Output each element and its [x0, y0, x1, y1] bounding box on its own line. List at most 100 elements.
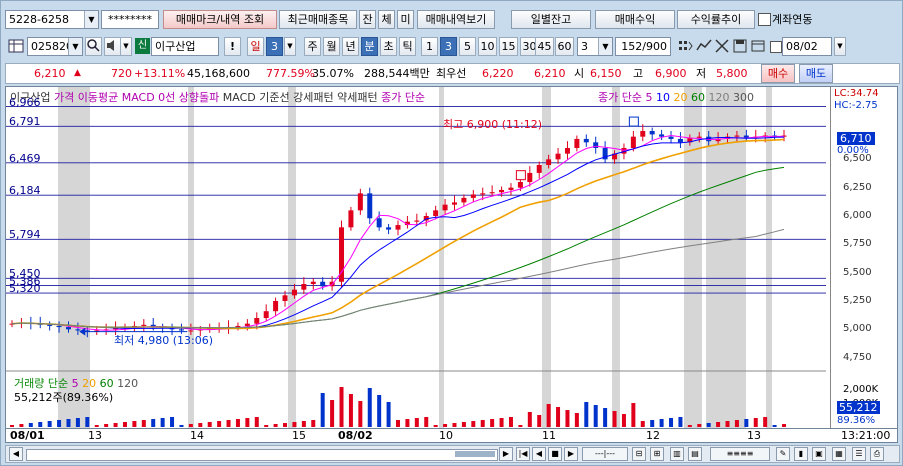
candle-body — [630, 136, 636, 148]
vol-ma60: 60 — [99, 377, 114, 390]
ma-line-120 — [11, 228, 785, 329]
trade-history-button[interactable]: 매매내역보기 — [417, 10, 495, 29]
candle-body — [367, 193, 373, 219]
volume-bar — [28, 423, 33, 427]
lc-label: LC:34.74 — [834, 88, 879, 99]
tile-icon[interactable]: ▦ — [832, 447, 846, 461]
next-icon[interactable]: ▶ — [564, 447, 578, 461]
sell-button[interactable]: 매도 — [799, 64, 833, 83]
volume-bar — [433, 425, 438, 427]
zoom-out-icon[interactable]: ⊟ — [632, 447, 646, 461]
recent-trades-button[interactable]: 최근매매종목 — [279, 10, 357, 29]
zoom-in-icon[interactable]: ⊞ — [650, 447, 664, 461]
buy-button[interactable]: 매수 — [761, 64, 795, 83]
best-ask-label: 최우선 — [436, 67, 467, 80]
period-day-button[interactable]: 일 — [247, 37, 264, 56]
volume-bar — [452, 423, 457, 427]
tool-strip-icon[interactable]: ≡≡≡≡ — [710, 447, 770, 461]
chevron-down-icon[interactable]: ▼ — [84, 11, 98, 28]
y-tick: 5,000 — [843, 323, 872, 335]
candle-body — [593, 142, 599, 148]
scroll-left-icon[interactable]: ◀ — [9, 447, 23, 461]
price-chart[interactable] — [6, 87, 830, 429]
date-checkbox[interactable] — [770, 41, 782, 53]
zoom-slider[interactable]: ---|--- — [582, 447, 628, 461]
draw-icon[interactable]: ✎ — [776, 447, 790, 461]
save-icon[interactable] — [732, 38, 748, 54]
speaker-icon[interactable] — [104, 37, 121, 56]
interval-60-button[interactable]: 60 — [555, 37, 574, 56]
balance-button[interactable]: 잔 — [359, 10, 376, 29]
prev-icon[interactable]: ◀ — [532, 447, 546, 461]
interval-3-button[interactable]: 3 — [440, 37, 457, 56]
chevron-down-icon[interactable]: ▼ — [598, 38, 612, 55]
crosshair-icon[interactable] — [677, 38, 693, 54]
volume-bar — [122, 422, 127, 427]
unfilled-button[interactable]: 미 — [397, 10, 414, 29]
grid-icon[interactable] — [8, 38, 24, 54]
daily-balance-button[interactable]: 일별잔고 — [511, 10, 591, 29]
scroll-thumb[interactable] — [455, 451, 495, 457]
bars-icon[interactable]: ▮ — [794, 447, 808, 461]
print-icon[interactable]: ⎙ — [870, 447, 884, 461]
password-field[interactable]: ******** — [101, 10, 159, 29]
period-year-button[interactable]: 년 — [342, 37, 359, 56]
first-icon[interactable]: |◀ — [516, 447, 530, 461]
x-label-0801: 08/01 — [10, 429, 45, 442]
calendar-icon[interactable]: ▼ — [834, 37, 846, 56]
volume-bar — [490, 419, 495, 427]
account-select[interactable]: 5228-6258 ▼ — [5, 10, 99, 29]
volume-bar — [443, 424, 448, 427]
trade-amount: 288,544백만 — [364, 67, 430, 80]
interval-5-button[interactable]: 5 — [459, 37, 476, 56]
chevron-down-icon[interactable]: ▼ — [284, 37, 296, 56]
interval-15-button[interactable]: 15 — [499, 37, 518, 56]
period-second-button[interactable]: 초 — [380, 37, 397, 56]
chevron-down-icon[interactable]: ▼ — [120, 37, 132, 56]
period-week-button[interactable]: 주 — [304, 37, 321, 56]
interval-input[interactable]: 3 ▼ — [577, 37, 613, 56]
stock-code-input[interactable]: 025820 ▼ — [27, 37, 83, 56]
chart-type-icon[interactable]: ▥ — [670, 447, 684, 461]
alert-button[interactable]: ! — [224, 37, 241, 56]
volume-bar — [160, 418, 165, 427]
legend-ma: 가격 이동평균 — [53, 91, 119, 104]
filled-button[interactable]: 체 — [378, 10, 395, 29]
trade-mark-button[interactable]: 매매마크/내역 조회 — [163, 10, 277, 29]
settings-icon[interactable] — [750, 38, 766, 54]
stock-name-field[interactable]: 이구산업 — [151, 37, 219, 56]
window-icon[interactable]: ▣ — [812, 447, 826, 461]
list-icon[interactable]: ☰ — [852, 447, 866, 461]
volume-bar — [546, 404, 551, 427]
period-num-select[interactable]: 3 — [266, 37, 283, 56]
period-month-button[interactable]: 월 — [323, 37, 340, 56]
search-icon[interactable] — [85, 37, 102, 56]
return-rate-button[interactable]: 수익률추이 — [677, 10, 755, 29]
count-field[interactable]: 152/900 — [615, 37, 671, 56]
chart-area[interactable]: 이구산업 가격 이동평균 MACD 0선 상향돌파 MACD 기준선 강세패턴 … — [5, 86, 898, 429]
stop-icon[interactable]: ■ — [548, 447, 562, 461]
scroll-right-icon[interactable]: ▶ — [499, 447, 513, 461]
volume-bar — [301, 421, 306, 427]
volume-bar — [650, 420, 655, 427]
price-change-pct: +13.11% — [134, 67, 186, 80]
chart-scrollbar[interactable] — [26, 449, 498, 461]
compare-icon[interactable] — [714, 38, 730, 54]
trade-profit-button[interactable]: 매매수익 — [595, 10, 675, 29]
account-link-checkbox[interactable] — [758, 13, 771, 26]
layout-icon[interactable]: ▤ — [688, 447, 702, 461]
interval-10-button[interactable]: 10 — [478, 37, 497, 56]
candle-body — [244, 323, 250, 326]
legend-ma10: 10 — [655, 91, 670, 104]
legend-ma60: 60 — [690, 91, 705, 104]
period-minute-button[interactable]: 분 — [361, 37, 378, 56]
date-input[interactable]: 08/02 — [782, 37, 832, 56]
interval-30-button[interactable]: 30 — [520, 37, 539, 56]
chevron-down-icon[interactable]: ▼ — [68, 38, 82, 55]
legend-title: 이구산업 — [10, 91, 51, 104]
interval-1-button[interactable]: 1 — [421, 37, 438, 56]
overlay-icon[interactable] — [696, 38, 712, 54]
period-tick-button[interactable]: 틱 — [399, 37, 416, 56]
interval-45-button[interactable]: 45 — [535, 37, 554, 56]
volume-bar — [113, 423, 118, 427]
